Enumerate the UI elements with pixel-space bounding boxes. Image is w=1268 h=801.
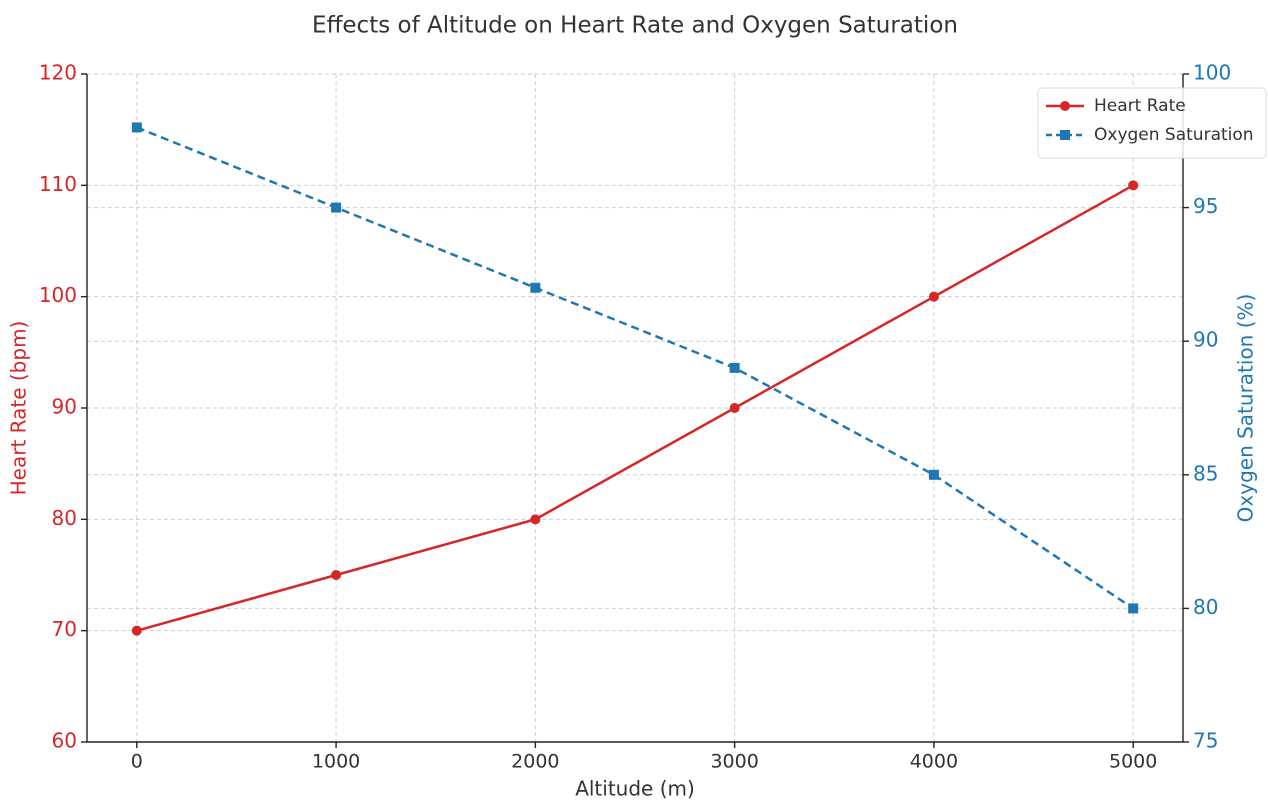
y-tick-label: 110 bbox=[39, 172, 77, 196]
marker bbox=[131, 625, 142, 636]
x-axis-label: Altitude (m) bbox=[575, 777, 695, 801]
y-tick-label: 100 bbox=[39, 283, 77, 307]
y-tick-label: 70 bbox=[52, 617, 77, 641]
y2-tick-label: 80 bbox=[1193, 595, 1218, 619]
x-tick-label: 0 bbox=[131, 751, 143, 773]
y-tick-label: 60 bbox=[52, 729, 77, 753]
x-tick-label: 2000 bbox=[511, 751, 559, 773]
plot-area bbox=[131, 122, 1139, 636]
x-tick-label: 1000 bbox=[312, 751, 360, 773]
marker bbox=[530, 514, 541, 525]
series-line bbox=[136, 184, 1134, 632]
x-tick-label: 4000 bbox=[910, 751, 958, 773]
series-line bbox=[136, 126, 1134, 610]
y2-tick-label: 95 bbox=[1193, 194, 1218, 218]
marker bbox=[928, 469, 939, 480]
marker bbox=[131, 122, 142, 133]
y2-tick-label: 85 bbox=[1193, 461, 1218, 485]
legend-box bbox=[1037, 87, 1267, 159]
marker bbox=[1128, 180, 1139, 191]
x-tick-label: 5000 bbox=[1109, 751, 1157, 773]
marker bbox=[1060, 101, 1070, 111]
marker bbox=[530, 282, 541, 293]
y-tick-label: 90 bbox=[52, 395, 77, 419]
marker bbox=[331, 202, 342, 213]
chart-title: Effects of Altitude on Heart Rate and Ox… bbox=[312, 13, 958, 39]
legend-label: Oxygen Saturation bbox=[1094, 125, 1254, 145]
marker bbox=[928, 291, 939, 302]
y2-tick-label: 100 bbox=[1193, 61, 1231, 85]
y-tick-label: 120 bbox=[39, 61, 77, 85]
y-tick-label: 80 bbox=[52, 506, 77, 530]
marker bbox=[1128, 603, 1139, 614]
y2-axis-label: Oxygen Saturation (%) bbox=[1234, 294, 1258, 523]
y2-tick-label: 90 bbox=[1193, 328, 1218, 352]
legend-label: Heart Rate bbox=[1094, 96, 1186, 116]
marker bbox=[1060, 130, 1070, 140]
marker bbox=[331, 570, 342, 580]
y-axis-label: Heart Rate (bpm) bbox=[7, 321, 31, 496]
marker bbox=[729, 362, 740, 373]
x-tick-label: 3000 bbox=[710, 751, 758, 773]
y2-tick-label: 75 bbox=[1193, 729, 1218, 753]
marker bbox=[729, 403, 740, 413]
legend: Heart Rate Oxygen Saturation bbox=[1037, 87, 1267, 159]
